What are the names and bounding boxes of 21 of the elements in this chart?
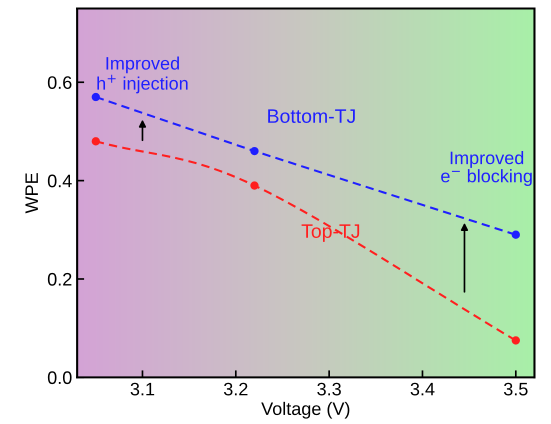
y-tick-label: 0.0 — [48, 371, 72, 384]
annotation: Improved h$^{+}$ injection — [97, 56, 188, 94]
point — [250, 146, 259, 156]
series-label: Bottom-TJ — [268, 109, 355, 123]
point — [250, 181, 259, 190]
point — [512, 230, 520, 239]
y-tick-label: 0.2 — [48, 272, 72, 286]
x-tick-label: 3.2 — [224, 382, 248, 396]
point — [512, 336, 520, 345]
series-label: Top-TJ — [302, 224, 360, 242]
y-tick-label: 0.6 — [48, 76, 72, 89]
annotation: Improved e$^{−}$ blocking — [441, 151, 532, 186]
y-tick-label: 0.4 — [48, 174, 72, 188]
point — [92, 137, 100, 146]
x-axis-title: Voltage (V) — [261, 402, 350, 419]
x-tick-label: 3.3 — [317, 382, 341, 396]
y-axis-title: WPE — [25, 173, 38, 214]
point — [92, 92, 100, 102]
x-tick-label: 3.1 — [130, 382, 154, 396]
x-tick-label: 3.4 — [410, 382, 434, 396]
x-tick-label: 3.5 — [504, 382, 528, 396]
